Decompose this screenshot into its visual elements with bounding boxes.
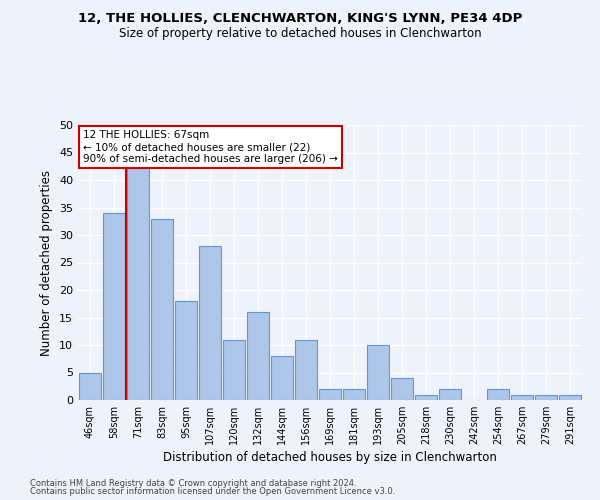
Bar bbox=[487, 389, 509, 400]
Bar bbox=[271, 356, 293, 400]
Y-axis label: Number of detached properties: Number of detached properties bbox=[40, 170, 53, 356]
Text: Size of property relative to detached houses in Clenchwarton: Size of property relative to detached ho… bbox=[119, 28, 481, 40]
Bar bbox=[175, 301, 197, 400]
Bar bbox=[367, 345, 389, 400]
Text: Contains HM Land Registry data © Crown copyright and database right 2024.: Contains HM Land Registry data © Crown c… bbox=[30, 478, 356, 488]
Bar bbox=[559, 394, 581, 400]
Bar bbox=[151, 218, 173, 400]
Bar bbox=[511, 394, 533, 400]
Bar bbox=[103, 213, 125, 400]
Text: 12, THE HOLLIES, CLENCHWARTON, KING'S LYNN, PE34 4DP: 12, THE HOLLIES, CLENCHWARTON, KING'S LY… bbox=[78, 12, 522, 26]
Bar bbox=[199, 246, 221, 400]
Bar bbox=[319, 389, 341, 400]
Bar bbox=[247, 312, 269, 400]
Bar bbox=[223, 340, 245, 400]
Bar bbox=[535, 394, 557, 400]
Bar bbox=[295, 340, 317, 400]
Text: Distribution of detached houses by size in Clenchwarton: Distribution of detached houses by size … bbox=[163, 451, 497, 464]
Bar bbox=[439, 389, 461, 400]
Text: 12 THE HOLLIES: 67sqm
← 10% of detached houses are smaller (22)
90% of semi-deta: 12 THE HOLLIES: 67sqm ← 10% of detached … bbox=[83, 130, 338, 164]
Bar bbox=[391, 378, 413, 400]
Text: Contains public sector information licensed under the Open Government Licence v3: Contains public sector information licen… bbox=[30, 487, 395, 496]
Bar bbox=[415, 394, 437, 400]
Bar bbox=[343, 389, 365, 400]
Bar bbox=[127, 164, 149, 400]
Bar bbox=[79, 372, 101, 400]
